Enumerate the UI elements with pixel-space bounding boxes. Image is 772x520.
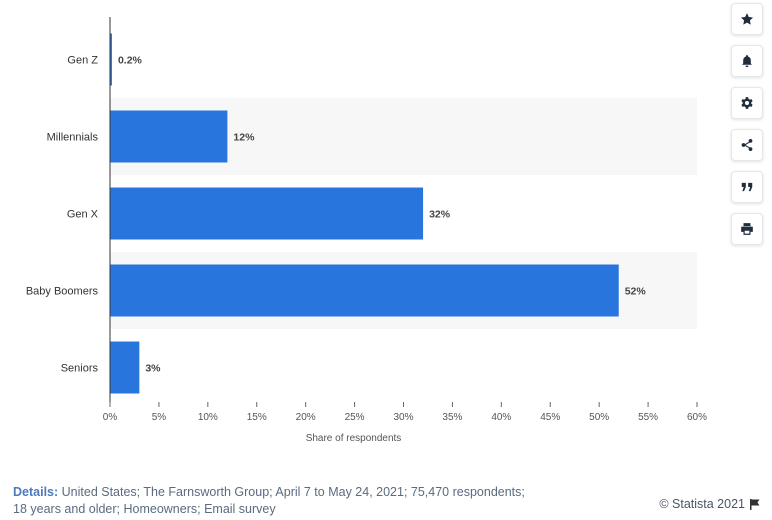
x-tick-label: 5% bbox=[152, 412, 167, 423]
category-label: Seniors bbox=[61, 363, 99, 375]
x-axis-label: Share of respondents bbox=[306, 433, 402, 444]
x-tick-label: 0% bbox=[103, 412, 118, 423]
bars bbox=[110, 33, 619, 394]
bar[interactable] bbox=[110, 264, 619, 317]
flag-icon bbox=[750, 498, 760, 510]
category-label: Gen X bbox=[67, 209, 99, 221]
bar[interactable] bbox=[110, 187, 424, 240]
bar[interactable] bbox=[110, 33, 112, 86]
x-tick-label: 25% bbox=[345, 412, 365, 423]
cite-button[interactable] bbox=[731, 171, 763, 203]
copyright-text: © Statista 2021 bbox=[659, 497, 745, 511]
notification-button[interactable] bbox=[731, 45, 763, 77]
value-label: 0.2% bbox=[118, 55, 143, 67]
details-label: Details: bbox=[13, 485, 59, 499]
x-tick-label: 15% bbox=[247, 412, 267, 423]
bar[interactable] bbox=[110, 341, 140, 394]
print-button[interactable] bbox=[731, 213, 763, 245]
value-labels: 0.2% 12% 32% 52% 3% bbox=[118, 55, 646, 375]
details-line-2: 18 years and older; Homeowners; Email su… bbox=[13, 502, 276, 516]
category-label: Gen Z bbox=[67, 55, 98, 67]
x-tick-label: 40% bbox=[491, 412, 511, 423]
toolbar bbox=[731, 3, 765, 245]
value-label: 32% bbox=[429, 209, 451, 221]
x-tick-label: 45% bbox=[540, 412, 560, 423]
category-label: Millennials bbox=[47, 132, 99, 144]
settings-button[interactable] bbox=[731, 87, 763, 119]
x-tick-label: 55% bbox=[638, 412, 658, 423]
share-button[interactable] bbox=[731, 129, 763, 161]
category-labels: Gen Z Millennials Gen X Baby Boomers Seniors bbox=[26, 55, 99, 375]
category-label: Baby Boomers bbox=[26, 286, 99, 298]
star-icon bbox=[740, 13, 754, 25]
x-tick-label: 60% bbox=[687, 412, 707, 423]
details-line-1: United States; The Farnsworth Group; Apr… bbox=[61, 485, 525, 499]
x-tick-label: 30% bbox=[393, 412, 413, 423]
quote-icon bbox=[741, 182, 753, 192]
x-tick-label: 20% bbox=[296, 412, 316, 423]
x-tick-label: 35% bbox=[442, 412, 462, 423]
bell-icon bbox=[742, 55, 752, 68]
print-icon bbox=[741, 223, 753, 235]
x-ticks: 0% 5% 10% 15% 20% 25% 30% 35% 40% 45% 50% 55% 60% bbox=[103, 402, 707, 423]
copyright[interactable]: © Statista 2021 bbox=[659, 497, 760, 511]
value-label: 52% bbox=[625, 286, 647, 298]
bar[interactable] bbox=[110, 110, 228, 163]
bar-chart: Gen Z Millennials Gen X Baby Boomers Seniors… bbox=[26, 17, 707, 444]
details-note: Details: United States; The Farnsworth G… bbox=[13, 484, 573, 518]
x-tick-label: 50% bbox=[589, 412, 609, 423]
gear-icon bbox=[741, 97, 753, 109]
share-icon bbox=[741, 139, 753, 151]
favorite-button[interactable] bbox=[731, 3, 763, 35]
x-tick-label: 10% bbox=[198, 412, 218, 423]
value-label: 3% bbox=[145, 363, 161, 375]
value-label: 12% bbox=[233, 132, 255, 144]
